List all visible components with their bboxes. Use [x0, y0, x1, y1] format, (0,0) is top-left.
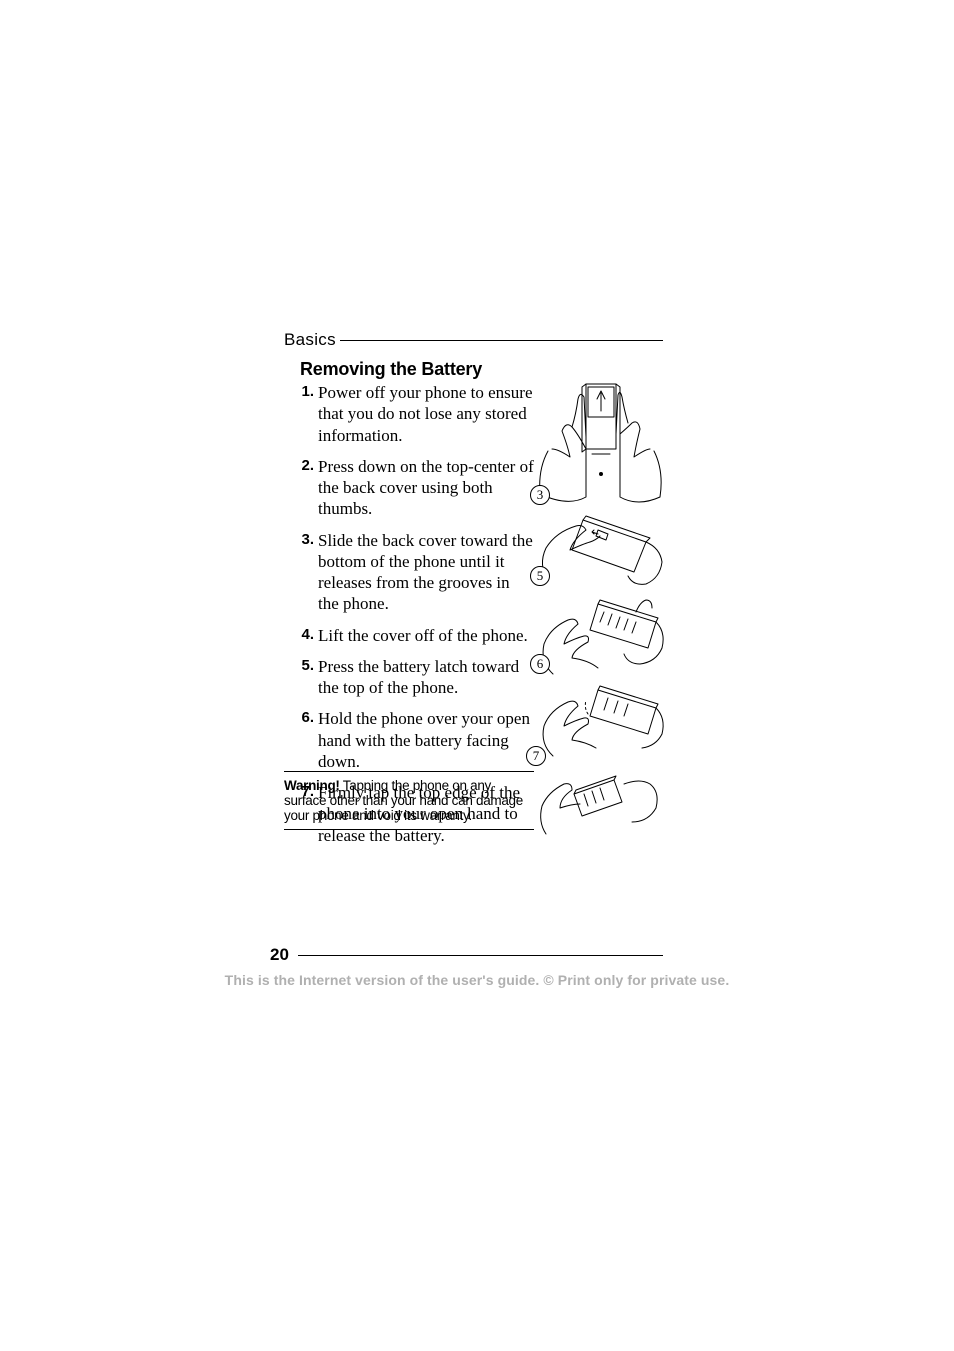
step-number: 6. — [300, 708, 318, 772]
figure-hold-over-hand: 6 — [528, 592, 668, 687]
list-item: 5. Press the battery latch toward the to… — [300, 656, 534, 699]
warning-box: Warning! Tapping the phone on any surfac… — [284, 771, 534, 830]
figure-slide-cover: 3 — [528, 379, 668, 512]
section-header: Basics — [284, 330, 664, 350]
slide-cover-icon — [528, 379, 668, 507]
figure-press-latch: 5 — [528, 510, 668, 595]
list-item: 3. Slide the back cover toward the botto… — [300, 530, 534, 615]
list-item: 1. Power off your phone to ensure that y… — [300, 382, 534, 446]
step-text: Lift the cover off of the phone. — [318, 625, 528, 646]
step-number: 1. — [300, 382, 318, 446]
step-number: 3. — [300, 530, 318, 615]
figure-label-6: 6 — [530, 654, 550, 674]
page-number: 20 — [270, 945, 289, 965]
warning-label: Warning! — [284, 778, 340, 793]
step-text: Slide the back cover toward the bottom o… — [318, 530, 534, 615]
header-rule — [340, 340, 663, 341]
manual-page: Basics Removing the Battery 1. Power off… — [0, 0, 954, 1351]
step-text: Press down on the top-center of the back… — [318, 456, 534, 520]
step-number: 2. — [300, 456, 318, 520]
list-item: 6. Hold the phone over your open hand wi… — [300, 708, 534, 772]
step-number: 4. — [300, 625, 318, 646]
figure-tap-release: 7 — [528, 684, 668, 849]
tap-release-icon — [528, 684, 668, 844]
figure-label-7: 7 — [526, 746, 546, 766]
figure-label-5: 5 — [530, 566, 550, 586]
page-title: Removing the Battery — [300, 359, 482, 380]
page-rule — [298, 955, 663, 956]
step-text: Power off your phone to ensure that you … — [318, 382, 534, 446]
step-text: Hold the phone over your open hand with … — [318, 708, 534, 772]
step-text: Press the battery latch toward the top o… — [318, 656, 534, 699]
figure-label-3: 3 — [530, 485, 550, 505]
list-item: 4. Lift the cover off of the phone. — [300, 625, 534, 646]
list-item: 2. Press down on the top-center of the b… — [300, 456, 534, 520]
hold-over-hand-icon — [528, 592, 668, 682]
step-number: 5. — [300, 656, 318, 699]
footer-text: This is the Internet version of the user… — [0, 972, 954, 988]
section-label: Basics — [284, 330, 336, 349]
